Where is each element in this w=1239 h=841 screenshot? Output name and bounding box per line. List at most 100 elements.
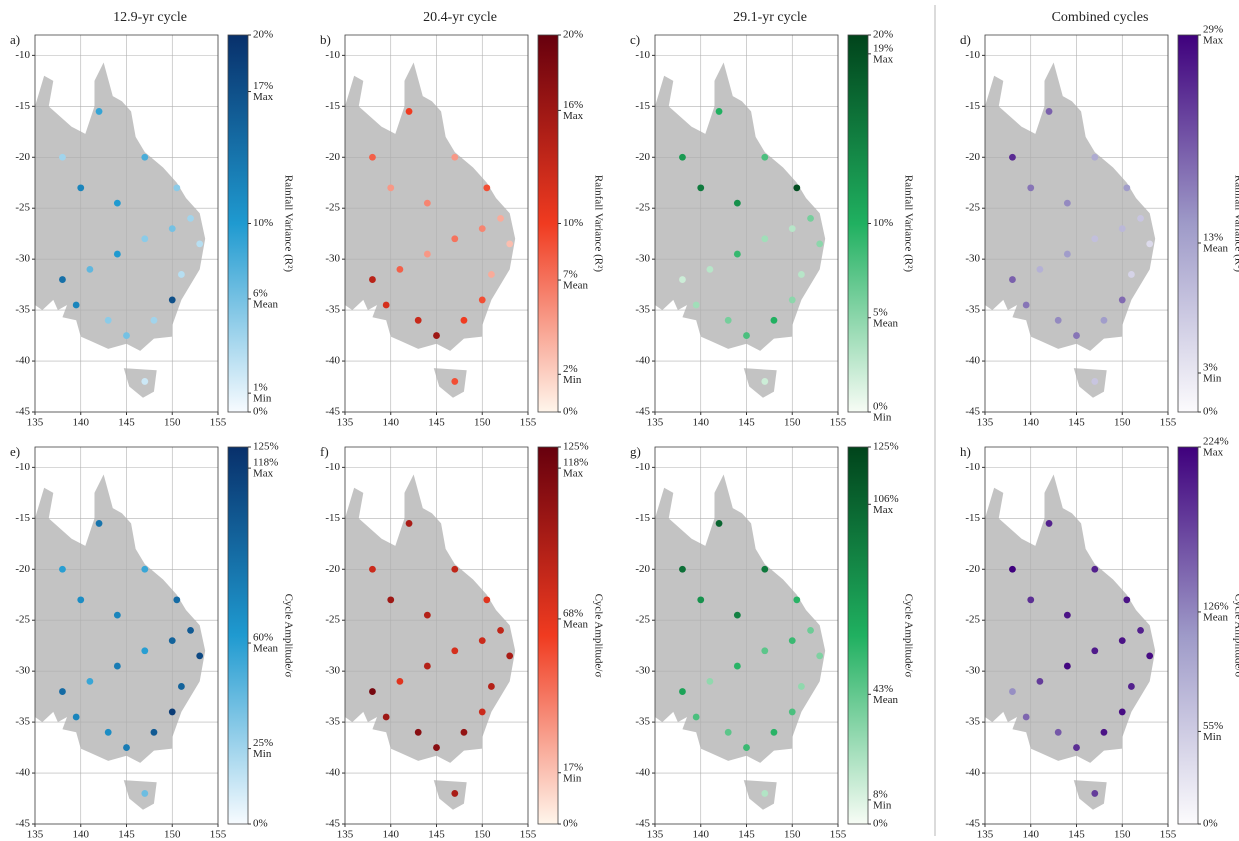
colorbar-stat-label: 13%	[1203, 232, 1223, 244]
colorbar-stat-label: 16%	[563, 99, 583, 111]
station-point	[141, 790, 149, 797]
column-title: 29.1-yr cycle	[733, 10, 807, 25]
colorbar	[1177, 446, 1199, 825]
station-point	[788, 225, 796, 232]
station-point	[1091, 378, 1099, 385]
station-point	[1118, 225, 1126, 232]
colorbar-stat-text: Max	[1203, 447, 1224, 459]
station-point	[59, 688, 66, 695]
land	[35, 474, 206, 810]
station-point	[423, 611, 431, 619]
station-point	[497, 215, 504, 222]
station-point	[793, 184, 801, 192]
station-point	[369, 688, 376, 695]
land	[985, 474, 1156, 810]
x-tick-label: 140	[73, 829, 90, 841]
plot-frame	[654, 34, 839, 413]
colorbar-tick-label: 125%	[563, 441, 589, 453]
colorbar	[847, 34, 869, 413]
station-point	[95, 520, 103, 527]
station-point	[733, 250, 741, 258]
x-tick-label: 145	[118, 829, 135, 841]
station-point	[488, 271, 495, 278]
station-point	[743, 744, 750, 751]
colorbar-stat-text: Min	[873, 799, 892, 811]
colorbar-stat-label: 126%	[1203, 600, 1229, 612]
station-point	[793, 596, 801, 604]
y-tick-label: -25	[635, 614, 650, 626]
y-tick-label: -40	[325, 355, 340, 367]
colorbar-tick-label: 0%	[873, 818, 888, 830]
station-point	[113, 250, 121, 258]
station-point	[1118, 708, 1126, 716]
station-point	[1022, 301, 1030, 309]
station-point	[141, 565, 149, 573]
station-point	[483, 184, 491, 192]
colorbar-label: Cycle Amplitude/σ	[902, 594, 914, 678]
station-point	[1027, 184, 1035, 192]
y-tick-label: -15	[15, 100, 30, 112]
colorbar-stat-text: Min	[563, 772, 582, 784]
station-point	[460, 728, 468, 736]
y-tick-label: -35	[635, 304, 650, 316]
station-point	[715, 520, 723, 527]
station-point	[187, 627, 194, 634]
land	[655, 474, 826, 810]
x-tick-label: 135	[27, 829, 44, 841]
y-tick-label: -40	[965, 767, 980, 779]
station-point	[761, 153, 769, 161]
station-point	[478, 708, 486, 716]
station-point	[1073, 744, 1080, 751]
x-tick-label: 135	[647, 417, 664, 429]
station-point	[1091, 153, 1099, 161]
y-tick-label: -35	[325, 304, 340, 316]
station-point	[697, 596, 705, 604]
y-tick-label: -40	[15, 767, 30, 779]
colorbar-stat-text: Mean	[873, 694, 899, 706]
station-point	[692, 301, 700, 309]
y-tick-label: -40	[15, 355, 30, 367]
x-tick-label: 140	[383, 417, 400, 429]
x-tick-label: 155	[210, 829, 227, 841]
station-point	[168, 225, 176, 232]
x-tick-label: 135	[337, 417, 354, 429]
station-point	[770, 728, 778, 736]
x-tick-label: 145	[738, 417, 755, 429]
station-point	[1118, 637, 1126, 644]
station-point	[1123, 184, 1131, 192]
x-tick-label: 140	[73, 417, 90, 429]
station-point	[168, 296, 176, 304]
x-tick-label: 150	[164, 829, 181, 841]
colorbar-stat-text: Min	[563, 374, 582, 386]
y-tick-label: -45	[965, 818, 980, 830]
y-tick-label: -45	[965, 406, 980, 418]
station-point	[59, 565, 66, 573]
colorbar-stat-text: Min	[1203, 373, 1222, 385]
land	[35, 62, 206, 398]
x-tick-label: 155	[1160, 829, 1177, 841]
station-point	[451, 565, 459, 573]
colorbar-stat-text: Max	[563, 110, 584, 122]
x-tick-label: 155	[520, 829, 537, 841]
station-point	[497, 627, 504, 634]
colorbar-stat-label: 29%	[1203, 24, 1223, 36]
colorbar-tick-label: 0%	[1203, 406, 1218, 418]
station-point	[141, 647, 149, 655]
colorbar	[537, 34, 559, 413]
station-point	[1063, 199, 1071, 207]
colorbar-label: Rainfall Variance (R²)	[592, 175, 604, 273]
x-tick-label: 135	[977, 417, 994, 429]
y-tick-label: -10	[635, 461, 650, 473]
y-tick-label: -10	[635, 49, 650, 61]
station-point	[1027, 596, 1035, 604]
x-tick-label: 145	[738, 829, 755, 841]
column-title: 12.9-yr cycle	[113, 10, 187, 25]
station-point	[1118, 296, 1126, 304]
colorbar-label: Rainfall Variance (R²)	[282, 175, 294, 273]
panel-label: g)	[630, 444, 641, 459]
panel-label: h)	[960, 444, 971, 459]
station-point	[733, 662, 741, 670]
station-point	[168, 708, 176, 716]
y-tick-label: -15	[965, 100, 980, 112]
